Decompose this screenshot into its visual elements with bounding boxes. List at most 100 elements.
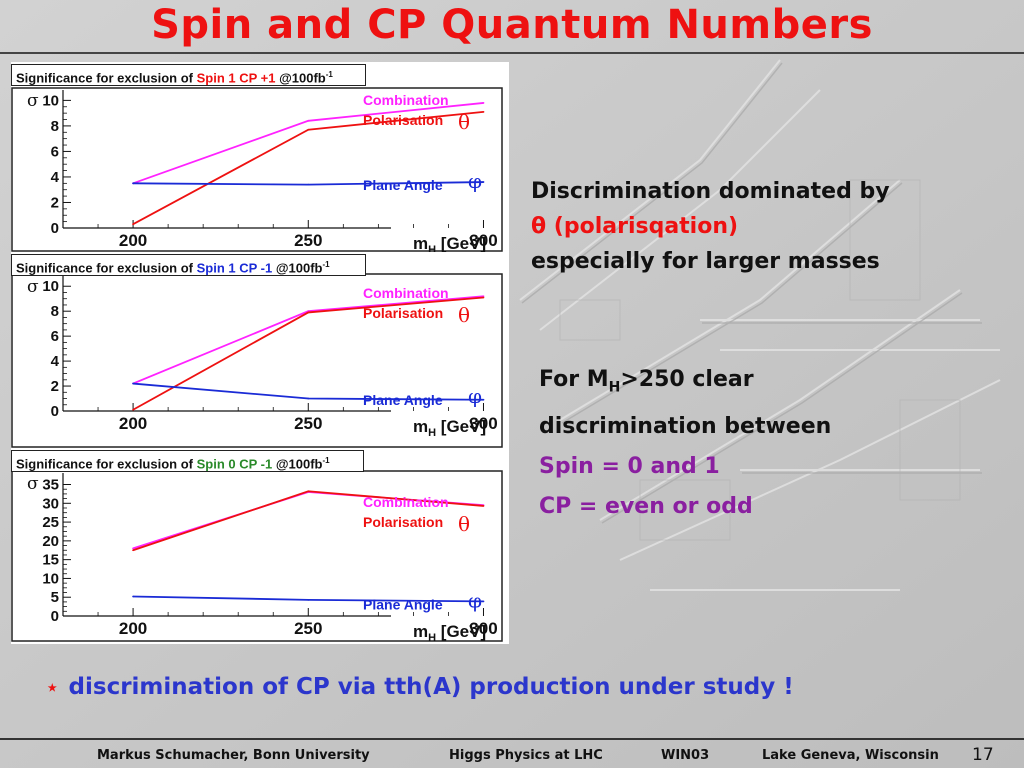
x-axis-label-m: m [413,234,428,252]
y-axis-label: σ [27,474,39,494]
chart-spin0-cp-minus: 0 5 10 15 20 25 30 35 200 250 300 σ mH [GeV] Combinat… [11,450,509,642]
phi-symbol: φ [468,169,482,193]
x-axis-label-unit: [GeV] [436,417,486,436]
data-point-polarisation [482,296,485,299]
chart-title-lumi: @100fb [272,456,323,472]
legend-combination: Combination [363,285,449,301]
chart-spin1-cp-minus: 0 2 4 6 8 10 200 250 300 σ mH [GeV] Combination Pola… [11,254,509,448]
y-tick-label: 10 [42,278,59,295]
chart-frame [11,87,503,252]
data-point-plane-angle [307,598,310,601]
y-tick-label: 35 [42,477,59,494]
polarisation-word: (polarisqation) [546,214,739,239]
data-point-polarisation [482,110,485,113]
chart-title-prefix: Significance for exclusion of [16,70,197,86]
data-point-polarisation [307,490,310,493]
text-line: discrimination between [539,414,832,440]
legend-polarisation: Polarisation [363,305,443,321]
series-line-polarisation [132,110,484,225]
chart-title-lumi-exponent: -1 [325,70,333,79]
legend-polarisation: Polarisation [363,112,443,128]
footer-location: Lake Geneva, Wisconsin [762,748,939,763]
text-line-mass: For MH>250 clear [539,360,831,407]
text-subscript-h: H [608,379,621,396]
text-line-polarisation: θ (polarisqation) [531,209,890,244]
y-tick-label: 2 [51,194,59,211]
phi-symbol: φ [468,588,482,612]
x-axis-label: mH [GeV] [413,417,486,439]
x-tick-label: 250 [294,619,322,638]
text-block-polarisation: Discrimination dominated by θ (polarisqa… [531,174,890,279]
chart-title: Significance for exclusion of Spin 1 CP … [11,254,366,276]
x-axis-label-unit: [GeV] [436,622,486,641]
footer-talk: Higgs Physics at LHC [449,748,603,763]
slide-title: Spin and CP Quantum Numbers [151,2,873,48]
y-tick-label: 5 [51,589,59,606]
x-axis-label-sub: H [428,632,436,642]
data-point-polarisation [307,311,310,314]
chart-title-prefix: Significance for exclusion of [16,456,197,472]
phi-symbol: φ [468,384,482,408]
y-tick-label: 15 [42,552,59,569]
data-point-plane-angle [132,382,134,385]
data-point-plane-angle [307,183,310,186]
x-axis-label-m: m [413,622,428,641]
chart-title-hypothesis: Spin 1 CP -1 [196,260,273,276]
y-tick-label: 10 [42,92,59,109]
data-point-plane-angle [132,182,134,185]
footer-divider [0,738,1024,740]
chart-svg: 0 2 4 6 8 10 200 250 300 σ mH [GeV] Combination Pola… [11,87,503,252]
y-axis-label: σ [27,277,39,297]
text-line-spin: Spin = 0 and 1 [539,454,720,480]
data-point-plane-angle [482,181,485,183]
data-point-polarisation [482,505,485,507]
x-tick-label: 200 [119,231,147,250]
chart-title: Significance for exclusion of Spin 1 CP … [11,64,366,86]
data-point-polarisation [132,408,134,411]
chart-svg: 0 2 4 6 8 10 200 250 300 σ mH [GeV] Combination Pola… [11,273,503,448]
y-tick-label: 0 [51,608,59,625]
text-line: especially for larger masses [531,249,880,274]
y-tick-label: 0 [51,403,59,420]
chart-title: Significance for exclusion of Spin 0 CP … [11,450,364,472]
data-point-plane-angle [307,397,310,400]
y-tick-label: 8 [51,118,59,135]
chart-title-lumi: @100fb [272,260,323,276]
y-tick-label: 25 [42,514,59,531]
legend-plane-angle: Plane Angle [363,596,443,612]
y-tick-label: 20 [42,533,59,550]
y-tick-label: 30 [42,495,59,512]
y-tick-label: 4 [51,169,60,186]
theta-symbol: θ [531,214,547,239]
x-tick-label: 300 [469,414,497,433]
x-axis-label-unit: [GeV] [436,234,486,252]
data-point-plane-angle [132,595,134,598]
chart-title-hypothesis: Spin 1 CP +1 [196,70,276,86]
y-axis-label: σ [27,91,39,111]
data-point-polarisation [132,223,134,226]
footer-author: Markus Schumacher, Bonn University [97,748,370,763]
y-tick-label: 4 [51,353,60,370]
data-point-polarisation [132,549,134,552]
theta-symbol: θ [458,303,470,327]
legend-combination: Combination [363,494,449,510]
chart-title-lumi-exponent: -1 [322,456,330,465]
text-line: Discrimination dominated by [531,179,890,204]
x-tick-label: 200 [119,414,147,433]
x-axis-label-m: m [413,417,428,436]
chart-title-lumi: @100fb [275,70,326,86]
data-point-combination [482,102,485,104]
data-point-combination [307,119,310,122]
chart-title-hypothesis: Spin 0 CP -1 [196,456,273,472]
data-point-polarisation [307,128,310,131]
plots-panel: 0 2 4 6 8 10 200 250 300 σ mH [GeV] Combination Pola… [11,62,509,644]
legend-polarisation: Polarisation [363,514,443,530]
footer-page-number: 17 [972,745,994,765]
footer-conference: WIN03 [661,748,710,763]
data-point-plane-angle [482,600,485,603]
chart-spin1-cp-plus: 0 2 4 6 8 10 200 250 300 σ mH [GeV] Combination Pola… [11,64,509,252]
theta-symbol: θ [458,110,470,134]
x-tick-label: 200 [119,619,147,638]
x-tick-label: 300 [469,231,497,250]
